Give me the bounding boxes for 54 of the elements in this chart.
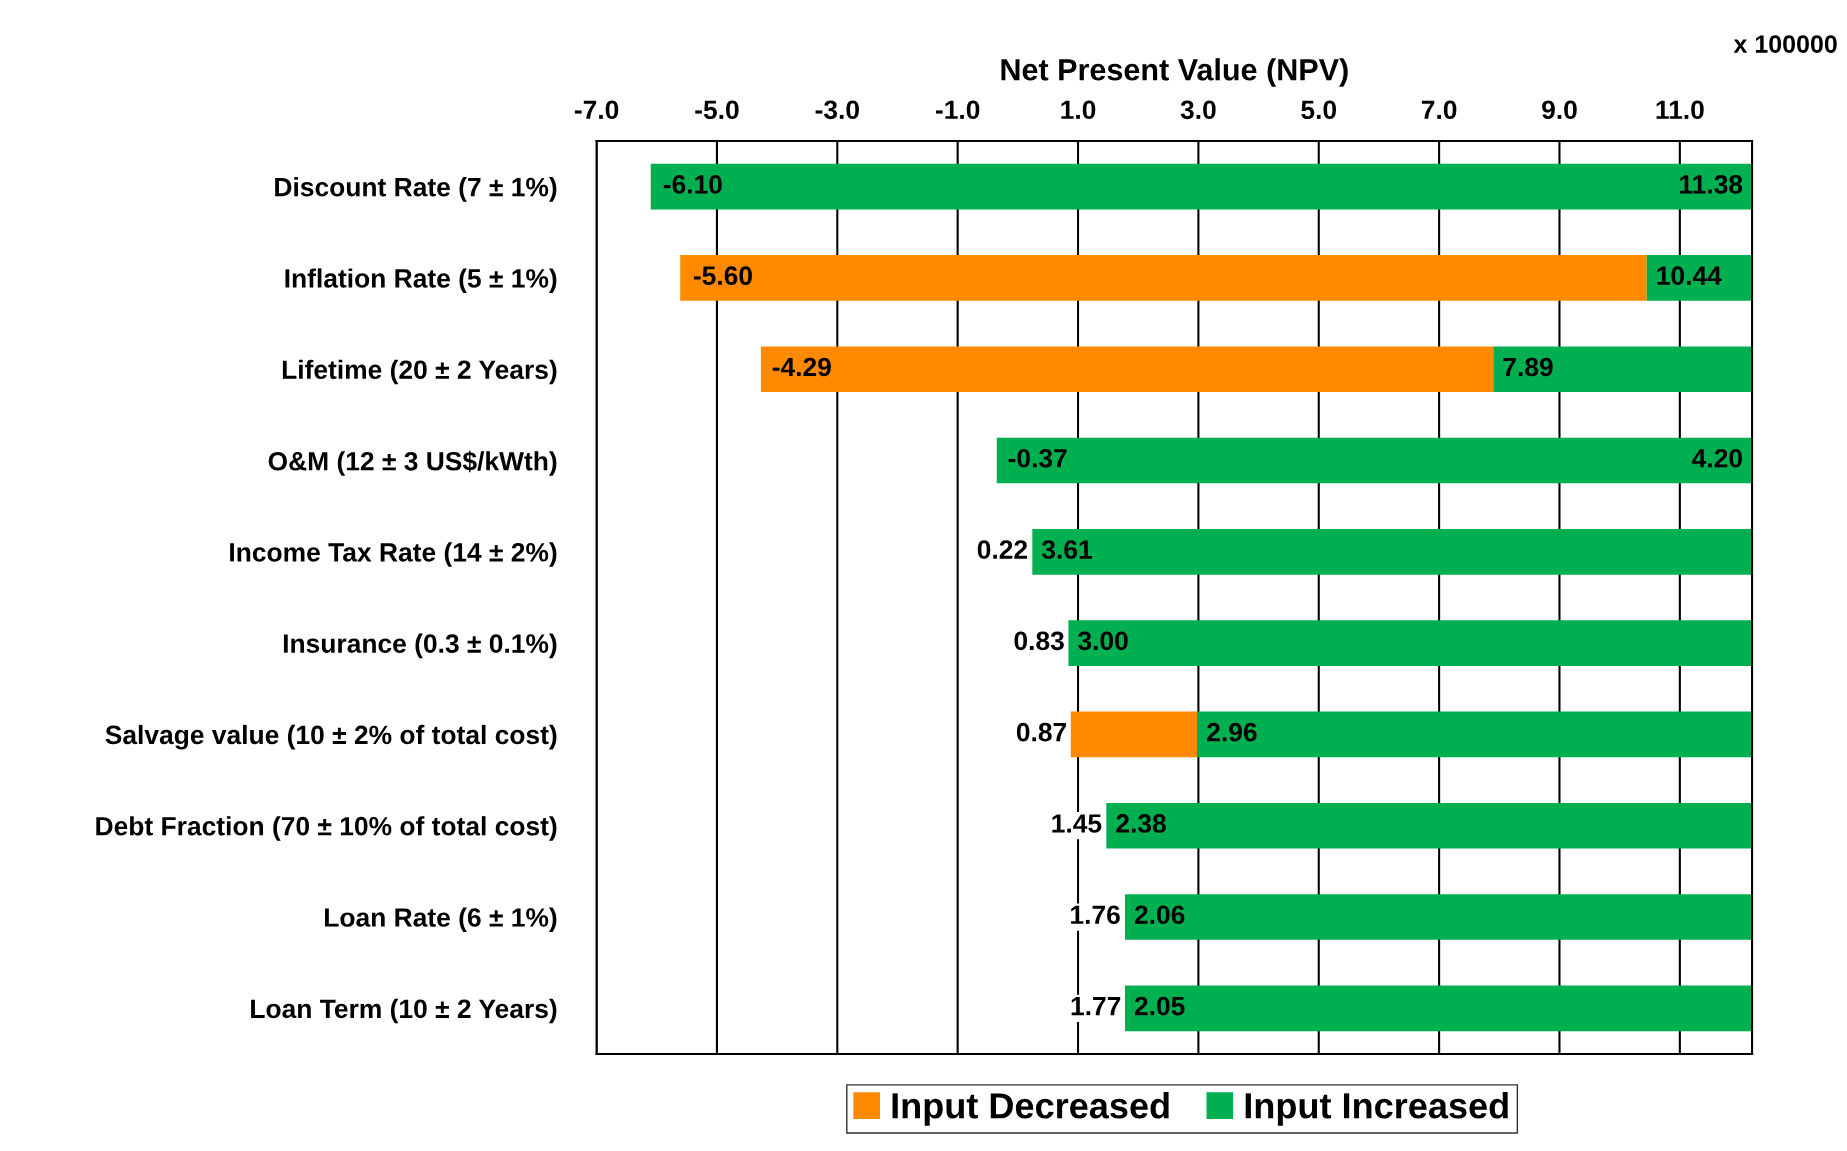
annotation: 3.00	[1078, 631, 1128, 651]
annotation: 2.38	[1116, 814, 1166, 833]
y-tick-label: Insurance (0.3 ± 0.1%)	[283, 633, 557, 659]
annotation: 1.45	[1052, 814, 1102, 833]
bar	[1124, 894, 1753, 940]
annotation: -4.29	[772, 357, 831, 377]
x-tick-label: 3.0	[1180, 100, 1216, 120]
x-tick-label: 11.0	[1656, 100, 1704, 120]
bar	[996, 437, 1753, 484]
x-tick-label: -5.0	[695, 100, 739, 120]
annotation: 11.38	[1680, 175, 1743, 194]
y-tick-label: Salvage value (10 ± 2% of total cost)	[105, 724, 557, 750]
x-tick-label: 7.0	[1421, 100, 1457, 120]
annotation: 2.06	[1134, 905, 1185, 925]
annotation: -0.37	[1008, 448, 1067, 468]
annotation: 1.76	[1071, 905, 1120, 925]
annotation: 2.05	[1134, 996, 1185, 1016]
bar	[1124, 985, 1753, 1032]
x-tick-label: -7.0	[574, 100, 619, 120]
y-tick-label: Discount Rate (7 ± 1%)	[275, 177, 557, 202]
annotation: 0.83	[1014, 631, 1064, 651]
legend-label: Input Decreased	[892, 1092, 1169, 1126]
y-tick-label: Lifetime (20 ± 2 Years)	[282, 359, 557, 385]
y-tick-label: Loan Rate (6 ± 1%)	[325, 907, 557, 933]
annotation: 0.87	[1016, 722, 1067, 742]
annotation: 10.44	[1657, 266, 1722, 286]
annotation: 0.22	[977, 540, 1028, 559]
annotation: -6.10	[663, 175, 722, 194]
annotation: 4.20	[1692, 448, 1742, 468]
x-tick-label: 9.0	[1542, 100, 1577, 120]
bar	[1032, 529, 1753, 575]
bar	[1197, 711, 1753, 758]
x-axis-title: Net Present Value (NPV)	[1001, 58, 1348, 87]
x-tick-label: -1.0	[935, 100, 980, 120]
annotation: 7.89	[1503, 357, 1553, 377]
bar	[1106, 802, 1753, 849]
y-tick-label: Income Tax Rate (14 ± 2%)	[230, 542, 557, 567]
bar	[650, 163, 1753, 210]
annotation: 2.96	[1207, 722, 1257, 742]
legend-label: Input Increased	[1245, 1092, 1508, 1126]
bar	[760, 346, 1494, 393]
y-tick-label: Loan Term (10 ± 2 Years)	[251, 998, 557, 1024]
y-tick-label: O&M (12 ± 3 US$/kWth)	[268, 450, 557, 476]
annotation: 1.77	[1071, 996, 1121, 1016]
x-tick-label: -3.0	[815, 100, 859, 120]
x-tick-label: 5.0	[1301, 100, 1337, 120]
text: x 100000	[1733, 35, 1837, 53]
x-tick-label: 1.0	[1061, 100, 1096, 120]
bar	[1493, 346, 1753, 393]
annotation: -5.60	[693, 266, 752, 286]
bar	[680, 255, 1647, 301]
y-tick-label: Inflation Rate (5 ± 1%)	[285, 268, 557, 293]
annotation: 3.61	[1041, 540, 1092, 559]
y-tick-label: Debt Fraction (70 ± 10% of total cost)	[96, 816, 557, 841]
